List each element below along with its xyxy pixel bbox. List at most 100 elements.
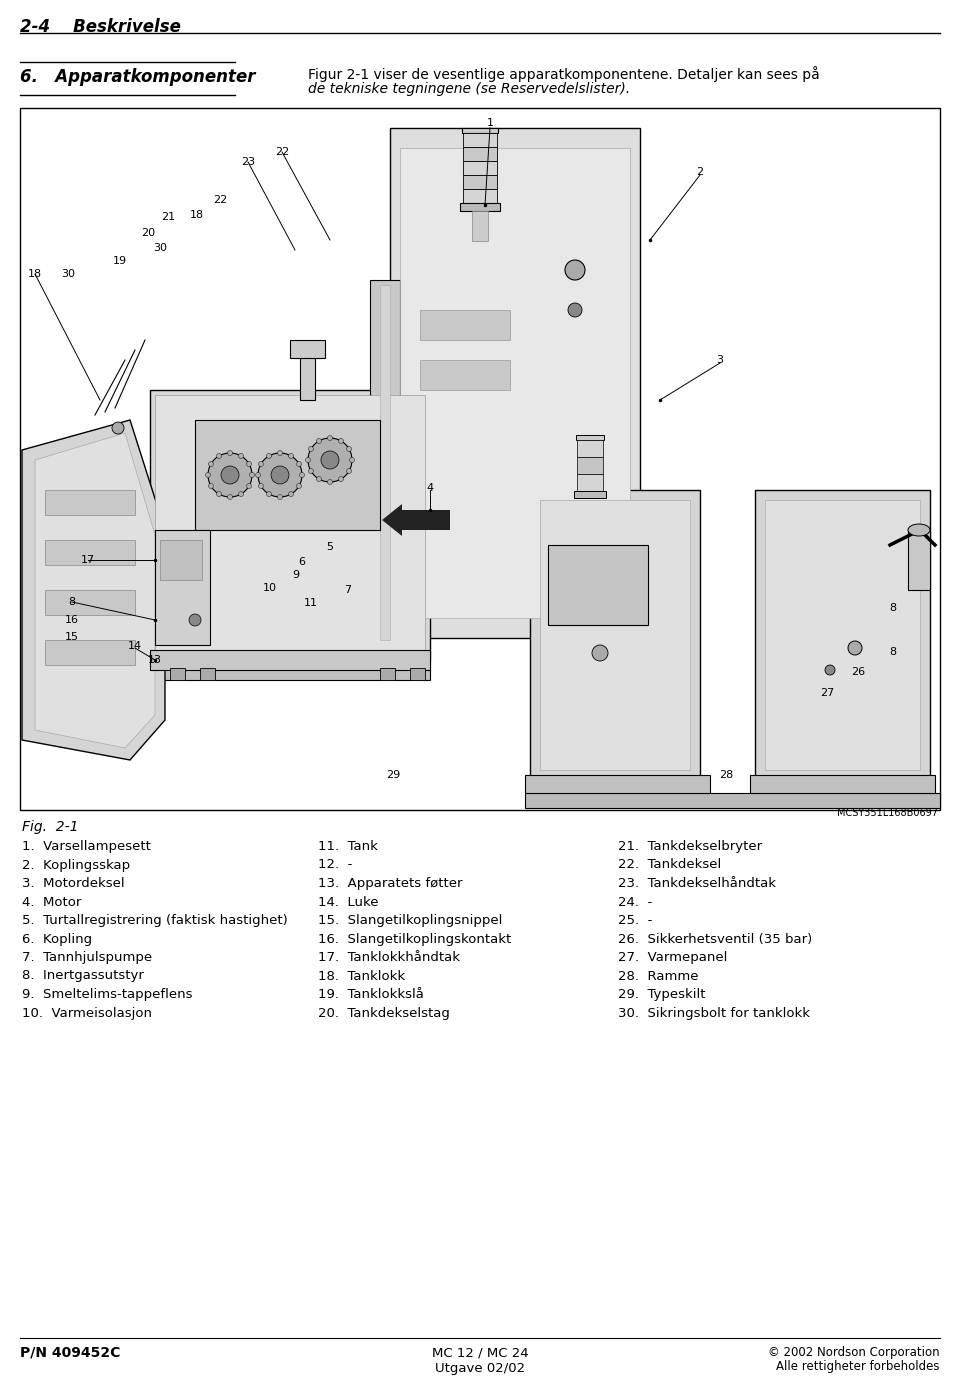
Text: 24.  -: 24. - xyxy=(618,896,652,908)
Text: 14: 14 xyxy=(128,641,142,651)
Text: 19.  Tanklokkslå: 19. Tanklokkslå xyxy=(318,988,424,1001)
Text: 8.  Inertgassutstyr: 8. Inertgassutstyr xyxy=(22,970,144,982)
Circle shape xyxy=(277,451,282,455)
Text: 3: 3 xyxy=(716,355,724,365)
Bar xyxy=(200,669,215,680)
Bar xyxy=(380,669,395,680)
Circle shape xyxy=(305,458,310,462)
Text: 18.  Tanklokk: 18. Tanklokk xyxy=(318,970,405,982)
Text: 23.  Tankdekselhåndtak: 23. Tankdekselhåndtak xyxy=(618,877,776,890)
Bar xyxy=(577,456,603,474)
Text: de tekniske tegningene (se ​Reservedelslister).: de tekniske tegningene (se ​Reservedelsl… xyxy=(308,82,630,96)
Bar xyxy=(463,189,497,203)
Bar xyxy=(765,499,920,770)
Circle shape xyxy=(247,484,252,488)
Circle shape xyxy=(228,495,232,499)
Bar xyxy=(463,161,497,175)
Text: 30: 30 xyxy=(61,269,75,279)
Circle shape xyxy=(258,454,302,497)
Text: 14.  Luke: 14. Luke xyxy=(318,896,378,908)
Circle shape xyxy=(258,484,263,488)
Text: 26: 26 xyxy=(851,667,865,677)
Text: 8: 8 xyxy=(68,596,76,608)
Bar xyxy=(160,540,202,580)
Circle shape xyxy=(327,480,332,484)
Circle shape xyxy=(327,436,332,441)
Circle shape xyxy=(217,454,222,459)
Text: 21: 21 xyxy=(161,212,175,222)
Ellipse shape xyxy=(908,524,930,535)
Text: 29.  Typeskilt: 29. Typeskilt xyxy=(618,988,706,1001)
Bar xyxy=(150,651,430,670)
Circle shape xyxy=(300,473,304,477)
Text: © 2002 Nordson Corporation: © 2002 Nordson Corporation xyxy=(768,1345,940,1359)
Text: 4: 4 xyxy=(426,483,434,492)
Circle shape xyxy=(339,438,344,444)
Text: 26.  Sikkerhetsventil (35 bar): 26. Sikkerhetsventil (35 bar) xyxy=(618,932,812,946)
Bar xyxy=(45,589,135,614)
Text: 20.  Tankdekselstag: 20. Tankdekselstag xyxy=(318,1007,450,1019)
Circle shape xyxy=(347,469,351,473)
Circle shape xyxy=(308,447,314,452)
Circle shape xyxy=(267,454,272,459)
Bar xyxy=(20,108,940,810)
Bar xyxy=(908,530,930,589)
Bar xyxy=(170,669,185,680)
Text: 10: 10 xyxy=(263,583,277,594)
Circle shape xyxy=(289,491,294,497)
Text: 18: 18 xyxy=(190,209,204,221)
Text: 15.  Slangetilkoplingsnippel: 15. Slangetilkoplingsnippel xyxy=(318,914,502,927)
Text: 19: 19 xyxy=(113,257,127,266)
Circle shape xyxy=(271,466,289,484)
Bar xyxy=(576,436,604,440)
Bar xyxy=(463,147,497,161)
Text: Fig.  2-1: Fig. 2-1 xyxy=(22,820,79,834)
Text: 16.  Slangetilkoplingskontakt: 16. Slangetilkoplingskontakt xyxy=(318,932,512,946)
Circle shape xyxy=(217,491,222,497)
Circle shape xyxy=(221,466,239,484)
Bar xyxy=(155,530,210,645)
Text: 2.  Koplingsskap: 2. Koplingsskap xyxy=(22,859,131,871)
Circle shape xyxy=(112,422,124,434)
Text: 18: 18 xyxy=(28,269,42,279)
Text: 6.   Apparatkomponenter: 6. Apparatkomponenter xyxy=(20,68,255,86)
Text: 17: 17 xyxy=(81,555,95,565)
Circle shape xyxy=(228,451,232,455)
Bar xyxy=(420,361,510,390)
Text: Utgave 02/02: Utgave 02/02 xyxy=(435,1362,525,1375)
Text: 28: 28 xyxy=(719,770,733,779)
Circle shape xyxy=(267,491,272,497)
Circle shape xyxy=(321,451,339,469)
Bar xyxy=(472,211,488,241)
Bar xyxy=(195,420,380,530)
Text: 4.  Motor: 4. Motor xyxy=(22,896,82,908)
Bar xyxy=(155,395,425,655)
Circle shape xyxy=(250,473,254,477)
Circle shape xyxy=(308,469,314,473)
Text: 8: 8 xyxy=(889,603,897,613)
Text: 27: 27 xyxy=(820,688,834,698)
Bar xyxy=(410,669,425,680)
FancyArrow shape xyxy=(382,503,450,535)
Circle shape xyxy=(592,645,608,662)
Circle shape xyxy=(339,477,344,481)
Bar xyxy=(45,540,135,565)
Circle shape xyxy=(255,473,260,477)
Polygon shape xyxy=(22,420,165,760)
Bar xyxy=(45,639,135,664)
Text: P/N 409452C: P/N 409452C xyxy=(20,1345,120,1361)
Text: 10.  Varmeisolasjon: 10. Varmeisolasjon xyxy=(22,1007,152,1019)
Text: 22.  Tankdeksel: 22. Tankdeksel xyxy=(618,859,721,871)
Circle shape xyxy=(289,454,294,459)
Text: 12.  -: 12. - xyxy=(318,859,352,871)
Bar xyxy=(400,148,630,619)
Text: 30: 30 xyxy=(153,243,167,252)
Circle shape xyxy=(277,495,282,499)
Text: 7.  Tannhjulspumpe: 7. Tannhjulspumpe xyxy=(22,951,152,964)
Circle shape xyxy=(238,454,244,459)
Text: 15: 15 xyxy=(65,632,79,642)
Bar xyxy=(300,355,315,399)
Text: 22: 22 xyxy=(213,196,228,205)
Text: 27.  Varmepanel: 27. Varmepanel xyxy=(618,951,728,964)
Bar xyxy=(290,340,325,358)
